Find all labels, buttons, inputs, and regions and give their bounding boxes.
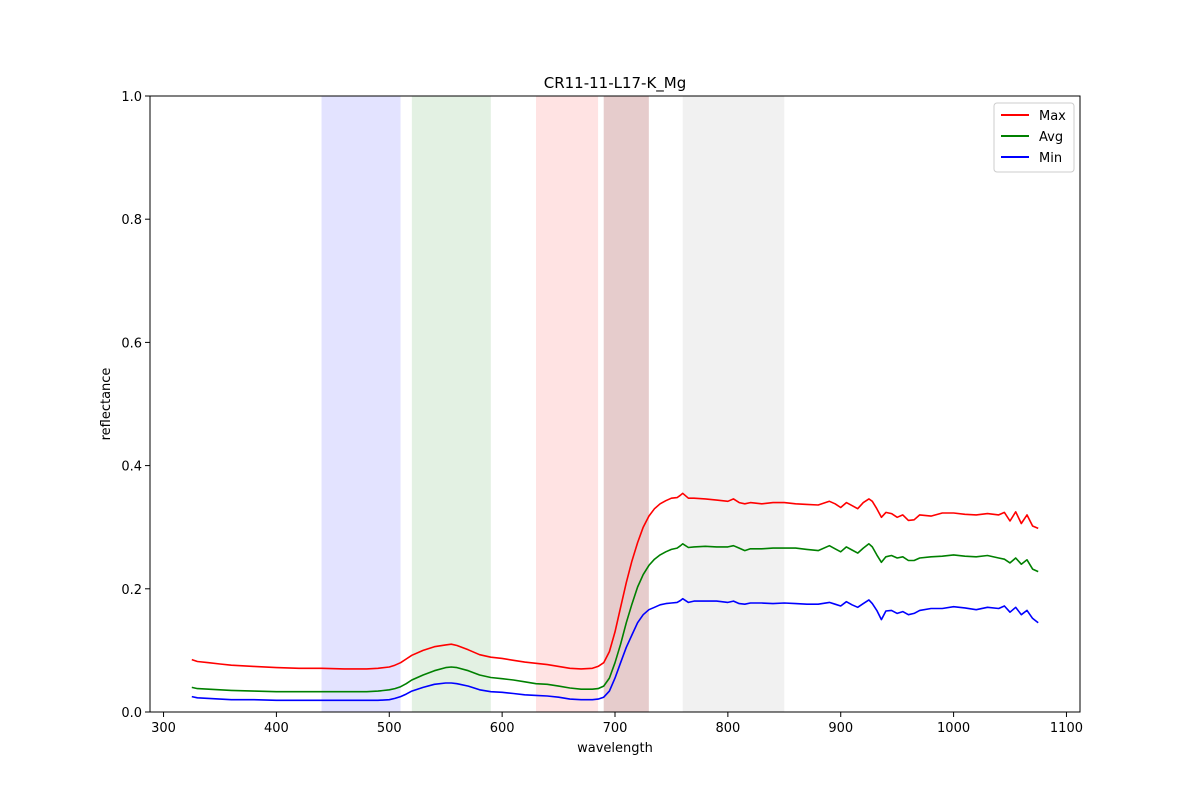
band-4	[682, 96, 785, 712]
legend-label-min: Min	[1039, 151, 1062, 166]
y-tick-label: 0.0	[121, 706, 142, 721]
x-tick-label: 800	[715, 721, 740, 736]
x-tick-label: 600	[490, 721, 515, 736]
x-tick-label: 400	[264, 721, 289, 736]
series-line-avg	[191, 542, 1039, 693]
legend: Max Avg Min	[993, 102, 1075, 173]
x-tick-label: 1100	[1050, 721, 1083, 736]
wavelength-bands	[321, 96, 785, 712]
y-tick-label: 0.4	[121, 460, 142, 475]
band-3	[603, 96, 649, 712]
x-tick-label: 1000	[937, 721, 970, 736]
band-0	[321, 96, 401, 712]
legend-box	[993, 102, 1075, 173]
x-tick-label: 700	[603, 721, 628, 736]
x-tick-label: 500	[377, 721, 402, 736]
series-lines	[191, 492, 1039, 702]
band-2	[535, 96, 599, 712]
legend-label-avg: Avg	[1039, 130, 1063, 145]
series-line-min	[191, 597, 1039, 702]
series-line-max	[191, 492, 1039, 670]
y-tick-label: 1.0	[121, 90, 142, 105]
y-axis-label: reflectance	[99, 368, 114, 441]
y-tick-label: 0.8	[121, 213, 142, 228]
y-tick-label: 0.6	[121, 336, 142, 351]
x-axis-ticks: 300 400 500 600 700 800 900 1000 1100	[151, 712, 1083, 736]
x-tick-label: 300	[151, 721, 176, 736]
chart-title: CR11-11-L17-K_Mg	[544, 74, 687, 93]
x-tick-label: 900	[828, 721, 853, 736]
band-1	[411, 96, 491, 712]
x-axis-label: wavelength	[577, 741, 653, 756]
y-axis-ticks: 0.0 0.2 0.4 0.6 0.8 1.0	[121, 90, 150, 721]
legend-label-max: Max	[1039, 109, 1066, 124]
y-tick-label: 0.2	[121, 583, 142, 598]
